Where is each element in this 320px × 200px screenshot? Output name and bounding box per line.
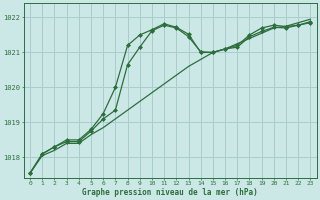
X-axis label: Graphe pression niveau de la mer (hPa): Graphe pression niveau de la mer (hPa) (82, 188, 258, 197)
